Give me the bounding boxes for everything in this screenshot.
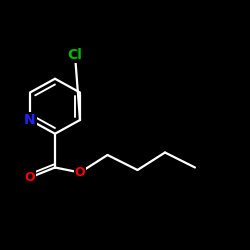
- Text: N: N: [24, 113, 36, 127]
- Text: Cl: Cl: [68, 48, 82, 62]
- Text: O: O: [75, 166, 85, 179]
- Text: O: O: [25, 171, 35, 184]
